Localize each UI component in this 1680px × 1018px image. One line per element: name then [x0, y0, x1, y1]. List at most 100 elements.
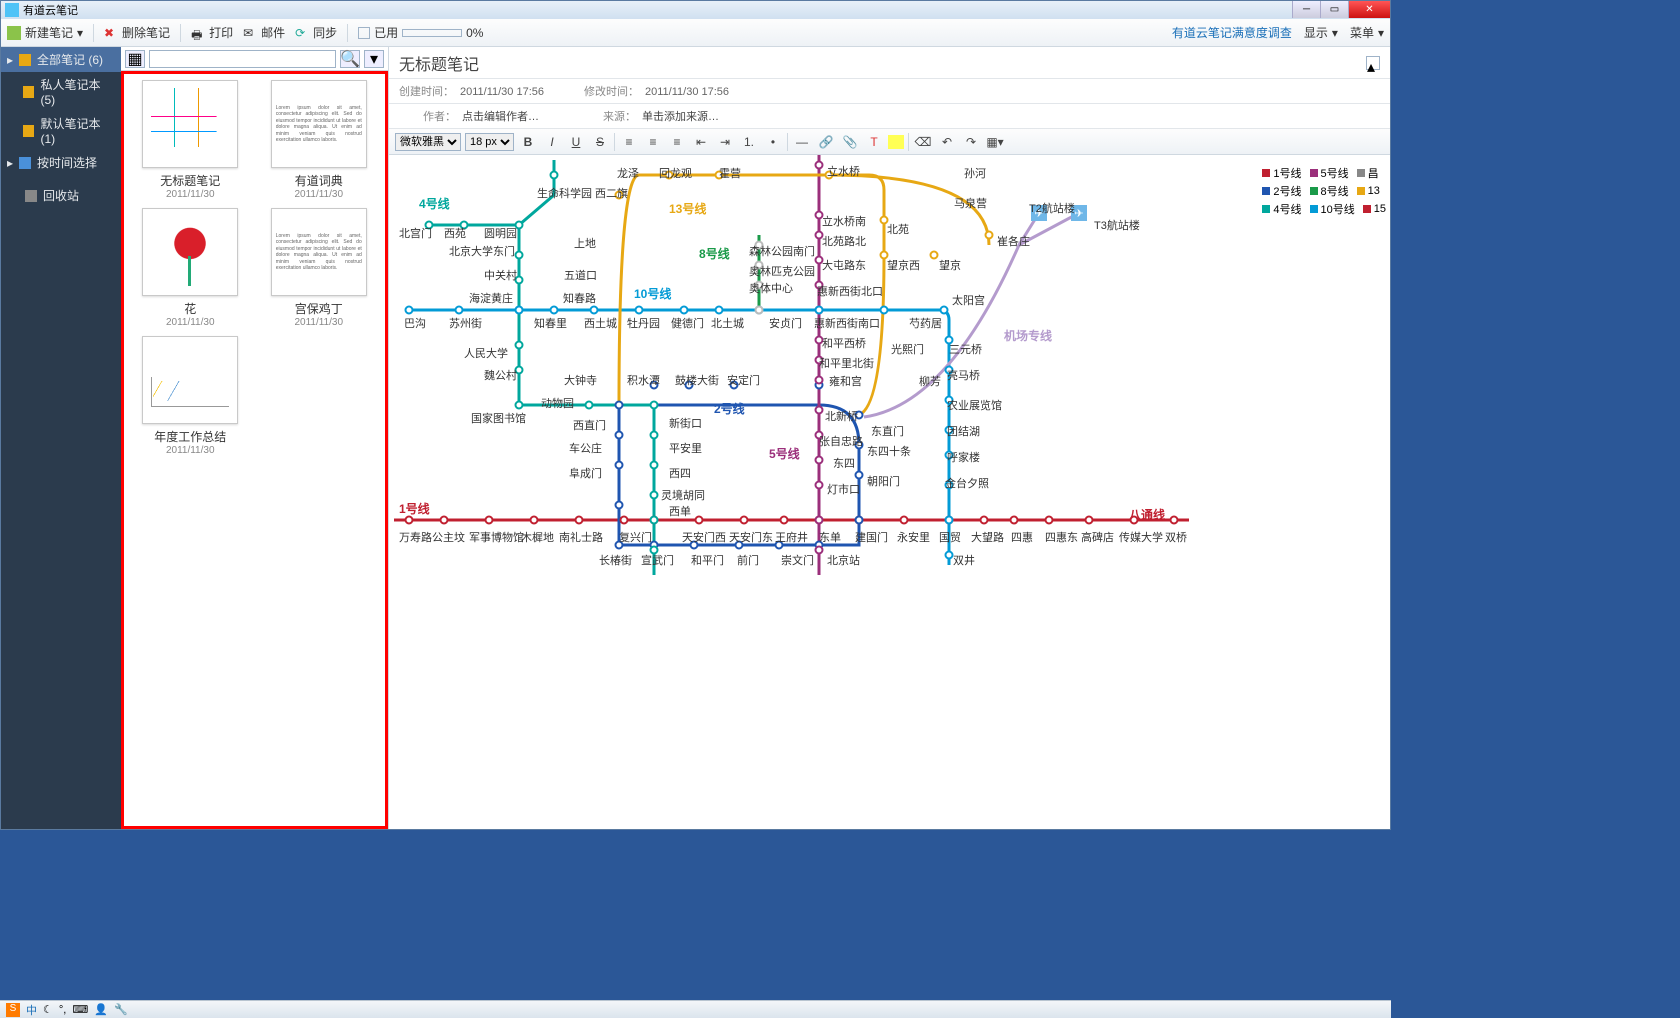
moon-icon[interactable]: ☾ — [43, 1003, 53, 1016]
thumbnail-card[interactable]: Lorem ipsum dolor sit amet, consectetur … — [259, 80, 380, 200]
station-label: 永安里 — [897, 529, 930, 545]
align-left-button[interactable]: ≡ — [619, 132, 639, 152]
map-legend: 1号线5号线昌2号线8号线134号线10号线15 — [1262, 165, 1386, 219]
station-label: 安定门 — [727, 372, 760, 388]
search-dropdown[interactable]: ▾ — [364, 50, 384, 68]
station-label: 苏州街 — [449, 315, 482, 331]
station-label: 光熙门 — [891, 341, 924, 357]
display-menu[interactable]: 显示 ▾ — [1304, 24, 1338, 41]
align-right-button[interactable]: ≡ — [667, 132, 687, 152]
link-button[interactable]: 🔗 — [816, 132, 836, 152]
undo-button[interactable]: ↶ — [937, 132, 957, 152]
sidebar-item-bytime[interactable]: ▸ 按时间选择 — [1, 150, 121, 175]
sidebar-item-default[interactable]: 默认笔记本 (1) — [1, 111, 121, 150]
station-label: 奥林匹克公园 — [749, 263, 815, 279]
author-link[interactable]: 点击编辑作者… — [462, 111, 539, 123]
station-label: 知春路 — [563, 290, 596, 306]
note-content[interactable]: ✈✈ 1号线5号线昌2号线8号线134号线10号线15 孙河马泉营霍营回龙观龙泽… — [389, 155, 1390, 829]
ordered-list-button[interactable]: 1. — [739, 132, 759, 152]
highlight-button[interactable] — [888, 135, 904, 149]
station-label: 魏公村 — [484, 367, 517, 383]
indent-button[interactable]: ⇥ — [715, 132, 735, 152]
station-label: 太阳宫 — [952, 292, 985, 308]
ime-bar[interactable]: S 中 ☾ °, ⌨ 👤 🔧 — [0, 1000, 1391, 1018]
plus-icon — [7, 26, 21, 40]
app-window: 有道云笔记 ─ ▭ ✕ 新建笔记 ▾ ✖ 删除笔记 🖶 打印 ✉ 邮件 ⟳ 同步 — [0, 0, 1391, 830]
station-label: 雍和宫 — [829, 373, 862, 389]
sync-button[interactable]: ⟳ 同步 — [295, 24, 337, 41]
titlebar[interactable]: 有道云笔记 ─ ▭ ✕ — [1, 1, 1390, 19]
station-label: 惠新西街北口 — [817, 283, 883, 299]
keyboard-icon[interactable]: ⌨ — [72, 1003, 88, 1016]
textcolor-button[interactable]: T — [864, 132, 884, 152]
station-label: 惠新西街南口 — [814, 315, 880, 331]
svg-text:✈: ✈ — [1074, 208, 1083, 220]
strike-button[interactable]: S — [590, 132, 610, 152]
sidebar-item-private[interactable]: 私人笔记本 (5) — [1, 72, 121, 111]
notebook-icon — [23, 125, 34, 137]
note-title[interactable]: 无标题笔记 — [399, 51, 1366, 75]
line-label: 8号线 — [699, 245, 730, 262]
editor-toolbar: 微软雅黑 18 px B I U S ≡ ≡ ≡ ⇤ ⇥ 1. • — 🔗 📎 … — [389, 129, 1390, 155]
sidebar-item-trash[interactable]: 回收站 — [1, 183, 121, 208]
align-center-button[interactable]: ≡ — [643, 132, 663, 152]
thumbnail-card[interactable]: 花2011/11/30 — [130, 208, 251, 328]
minimize-button[interactable]: ─ — [1292, 1, 1320, 18]
delete-note-button[interactable]: ✖ 删除笔记 — [104, 24, 170, 41]
person-icon[interactable]: 👤 — [94, 1003, 108, 1016]
thumbnail-title: 年度工作总结 — [154, 428, 226, 445]
sogou-icon[interactable]: S — [6, 1003, 20, 1017]
station-label: 四惠东 — [1045, 529, 1078, 545]
thumbnail-card[interactable]: Lorem ipsum dolor sit amet, consectetur … — [259, 208, 380, 328]
usage-indicator: 已用 0% — [358, 24, 483, 41]
punct-icon[interactable]: °, — [59, 1004, 66, 1016]
clearformat-button[interactable]: ⌫ — [913, 132, 933, 152]
survey-link[interactable]: 有道云笔记满意度调查 — [1172, 24, 1292, 41]
station-label: 芍药居 — [909, 315, 942, 331]
view-toggle-button[interactable]: ▦ — [125, 50, 145, 68]
wrench-icon[interactable]: 🔧 — [114, 1003, 128, 1016]
collapse-icon[interactable]: ▴ — [1366, 56, 1380, 70]
underline-button[interactable]: U — [566, 132, 586, 152]
thumbnail-card[interactable]: 无标题笔记2011/11/30 — [130, 80, 251, 200]
font-select[interactable]: 微软雅黑 — [395, 133, 461, 151]
station-label: 和平门 — [691, 552, 724, 568]
source-link[interactable]: 单击添加来源… — [642, 111, 719, 123]
hr-button[interactable]: — — [792, 132, 812, 152]
station-label: 上地 — [574, 235, 596, 251]
new-note-button[interactable]: 新建笔记 ▾ — [7, 24, 83, 41]
italic-button[interactable]: I — [542, 132, 562, 152]
ime-label[interactable]: 中 — [26, 1002, 37, 1018]
attach-button[interactable]: 📎 — [840, 132, 860, 152]
thumbnail — [142, 336, 238, 424]
size-select[interactable]: 18 px — [465, 133, 514, 151]
station-label: 三元桥 — [949, 341, 982, 357]
station-label: 西单 — [669, 503, 691, 519]
maximize-button[interactable]: ▭ — [1320, 1, 1348, 18]
menu-button[interactable]: 菜单 ▾ — [1350, 24, 1384, 41]
close-button[interactable]: ✕ — [1348, 1, 1390, 18]
station-label: 东单 — [819, 529, 841, 545]
station-label: 东四 — [833, 455, 855, 471]
unordered-list-button[interactable]: • — [763, 132, 783, 152]
insert-button[interactable]: ▦▾ — [985, 132, 1005, 152]
outdent-button[interactable]: ⇤ — [691, 132, 711, 152]
line-label: 13号线 — [669, 200, 706, 217]
usage-icon — [358, 27, 370, 39]
station-label: 立水桥 — [827, 163, 860, 179]
thumbnail: Lorem ipsum dolor sit amet, consectetur … — [271, 80, 367, 168]
line-label: 1号线 — [399, 500, 430, 517]
print-button[interactable]: 🖶 打印 — [191, 24, 233, 41]
sidebar: ▸ 全部笔记 (6) 私人笔记本 (5) 默认笔记本 (1) ▸ 按时间选择 — [1, 47, 121, 829]
thumbnail-date: 2011/11/30 — [166, 317, 215, 328]
line-label: 5号线 — [769, 445, 800, 462]
search-input[interactable] — [149, 50, 336, 68]
mail-button[interactable]: ✉ 邮件 — [243, 24, 285, 41]
bold-button[interactable]: B — [518, 132, 538, 152]
station-label: 北宫门 — [399, 225, 432, 241]
redo-button[interactable]: ↷ — [961, 132, 981, 152]
thumbnail-title: 无标题笔记 — [160, 172, 220, 189]
thumbnail-card[interactable]: 年度工作总结2011/11/30 — [130, 336, 251, 456]
search-button[interactable]: 🔍 — [340, 50, 360, 68]
sidebar-item-all-notes[interactable]: ▸ 全部笔记 (6) — [1, 47, 121, 72]
